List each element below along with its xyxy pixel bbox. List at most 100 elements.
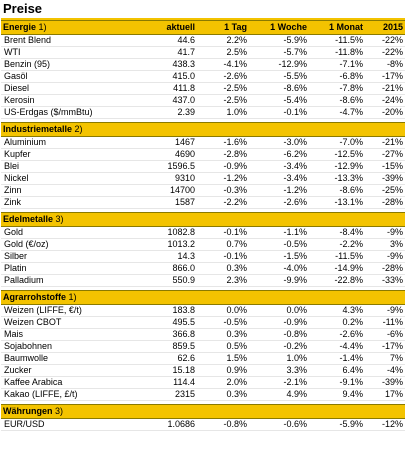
column-header [365,122,405,137]
column-header [365,290,405,305]
table-row: Platin 866.0 0.3% -4.0% -14.9% -28% [1,262,405,275]
row-value: -2.6% [197,70,249,83]
row-value: -5.7% [249,46,309,59]
row-value: 0.7% [197,238,249,251]
row-value: 6.4% [309,364,365,377]
row-value: 62.6 [139,352,197,365]
row-value: -12.5% [309,148,365,161]
column-header [249,122,309,137]
row-value: -15% [365,160,405,173]
row-value: -11% [365,316,405,329]
row-label: Zink [1,196,139,209]
row-value: -8.6% [309,94,365,107]
row-value: 4.3% [309,304,365,317]
table-row: US-Erdgas ($/mmBtu) 2.39 1.0% -0.1% -4.7% -20… [1,106,405,119]
row-value: 41.7 [139,46,197,59]
price-table: Energie 1) aktuell 1 Tag 1 Woche 1 Monat 2015… [1,20,405,431]
row-label: Sojabohnen [1,340,139,353]
row-label: Diesel [1,82,139,95]
row-value: -8% [365,58,405,71]
row-value: -8.4% [309,226,365,239]
row-label: Blei [1,160,139,173]
column-header: 1 Tag [197,20,249,35]
row-value: 4.9% [249,388,309,401]
row-value: 17% [365,388,405,401]
section-name: Edelmetalle [3,214,54,224]
table-row: Sojabohnen 859.5 0.5% -0.2% -4.4% -17% [1,340,405,353]
row-value: -9.1% [309,376,365,389]
table-row: Kerosin 437.0 -2.5% -5.4% -8.6% -24% [1,94,405,107]
section-header: Energie 1) aktuell 1 Tag 1 Woche 1 Monat 2015 [1,20,405,35]
section-title: Agrarrohstoffe 1) [1,290,139,305]
row-value: 7% [365,352,405,365]
row-value: -6% [365,328,405,341]
row-value: -7.1% [309,58,365,71]
table-row: Kaffee Arabica 114.4 2.0% -2.1% -9.1% -39% [1,376,405,389]
row-value: -9.9% [249,274,309,287]
row-value: 114.4 [139,376,197,389]
table-row: Weizen (LIFFE, €/t) 183.8 0.0% 0.0% 4.3% -9% [1,304,405,317]
row-label: Gold [1,226,139,239]
row-value: 438.3 [139,58,197,71]
column-header [249,404,309,419]
row-value: 3% [365,238,405,251]
row-value: 0.5% [197,340,249,353]
row-value: -6.2% [249,148,309,161]
row-value: -0.9% [197,160,249,173]
column-header [139,122,197,137]
row-value: 411.8 [139,82,197,95]
table-row: Kupfer 4690 -2.8% -6.2% -12.5% -27% [1,148,405,161]
row-label: Kupfer [1,148,139,161]
row-value: 1.5% [197,352,249,365]
column-header: 1 Woche [249,20,309,35]
row-label: Kaffee Arabica [1,376,139,389]
row-value: -7.0% [309,136,365,149]
column-header: 1 Monat [309,20,365,35]
column-header [249,290,309,305]
row-value: 859.5 [139,340,197,353]
row-value: -5.9% [309,418,365,431]
row-value: -1.6% [197,136,249,149]
table-row: Diesel 411.8 -2.5% -8.6% -7.8% -21% [1,82,405,95]
column-header [197,290,249,305]
row-label: Brent Blend [1,34,139,47]
table-row: Aluminium 1467 -1.6% -3.0% -7.0% -21% [1,136,405,149]
row-value: 866.0 [139,262,197,275]
row-value: -28% [365,196,405,209]
table-row: Kakao (LIFFE, £/t) 2315 0.3% 4.9% 9.4% 17% [1,388,405,401]
section-footnote: 2) [74,124,83,134]
row-value: -5.5% [249,70,309,83]
row-value: -25% [365,184,405,197]
row-value: -2.5% [197,82,249,95]
row-value: -9% [365,250,405,263]
row-value: -8.6% [249,82,309,95]
row-value: 0.3% [197,388,249,401]
row-label: Platin [1,262,139,275]
row-value: -0.1% [197,226,249,239]
row-value: -24% [365,94,405,107]
table-row: EUR/USD 1.0686 -0.8% -0.6% -5.9% -12% [1,418,405,431]
row-label: Palladium [1,274,139,287]
row-value: 1596.5 [139,160,197,173]
section-header: Industriemetalle 2) [1,122,405,137]
row-label: Kerosin [1,94,139,107]
row-value: -0.8% [197,418,249,431]
row-value: -3.4% [249,172,309,185]
row-value: 15.18 [139,364,197,377]
row-label: Mais [1,328,139,341]
row-value: -2.2% [197,196,249,209]
row-value: -4.4% [309,340,365,353]
row-value: -39% [365,172,405,185]
section-title: Industriemetalle 2) [1,122,139,137]
row-value: -21% [365,82,405,95]
section-footnote: 3) [55,406,64,416]
table-row: Weizen CBOT 495.5 -0.5% -0.9% 0.2% -11% [1,316,405,329]
row-value: -6.8% [309,70,365,83]
row-value: 3.3% [249,364,309,377]
row-value: -27% [365,148,405,161]
row-value: 437.0 [139,94,197,107]
row-value: 1013.2 [139,238,197,251]
column-header: aktuell [139,20,197,35]
row-value: 1.0% [249,352,309,365]
